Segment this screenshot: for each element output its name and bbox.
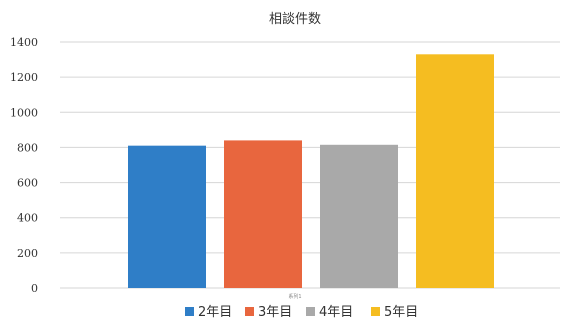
y-tick-label: 200 (17, 247, 38, 260)
legend-label: 5年目 (384, 305, 418, 320)
legend: 2年目 3年目 4年目 5年目 (185, 305, 418, 320)
legend-swatch (306, 307, 315, 316)
legend-swatch (371, 307, 380, 316)
y-tick-label: 400 (17, 212, 38, 225)
y-axis-ticks: 0 200 400 600 800 1000 1200 1400 (10, 36, 38, 295)
x-axis-small-label: 系列1 (288, 293, 301, 300)
bar-3年目 (224, 140, 302, 288)
y-tick-label: 1400 (10, 36, 38, 49)
y-tick-label: 600 (17, 177, 38, 190)
y-tick-label: 0 (31, 282, 38, 295)
y-tick-label: 800 (17, 141, 38, 154)
legend-swatch (245, 307, 254, 316)
bars (128, 54, 494, 288)
legend-label: 2年目 (198, 305, 232, 320)
legend-item: 3年目 (245, 305, 292, 320)
legend-item: 2年目 (185, 305, 232, 320)
legend-item: 5年目 (371, 305, 418, 320)
legend-label: 4年目 (319, 305, 353, 320)
bar-2年目 (128, 145, 206, 288)
bar-5年目 (416, 54, 494, 288)
legend-label: 3年目 (258, 305, 292, 320)
chart-title: 相談件数 (269, 11, 321, 27)
y-tick-label: 1200 (10, 71, 38, 84)
legend-swatch (185, 307, 194, 316)
bar-4年目 (320, 144, 398, 288)
y-tick-label: 1000 (10, 106, 38, 119)
legend-item: 4年目 (306, 305, 353, 320)
